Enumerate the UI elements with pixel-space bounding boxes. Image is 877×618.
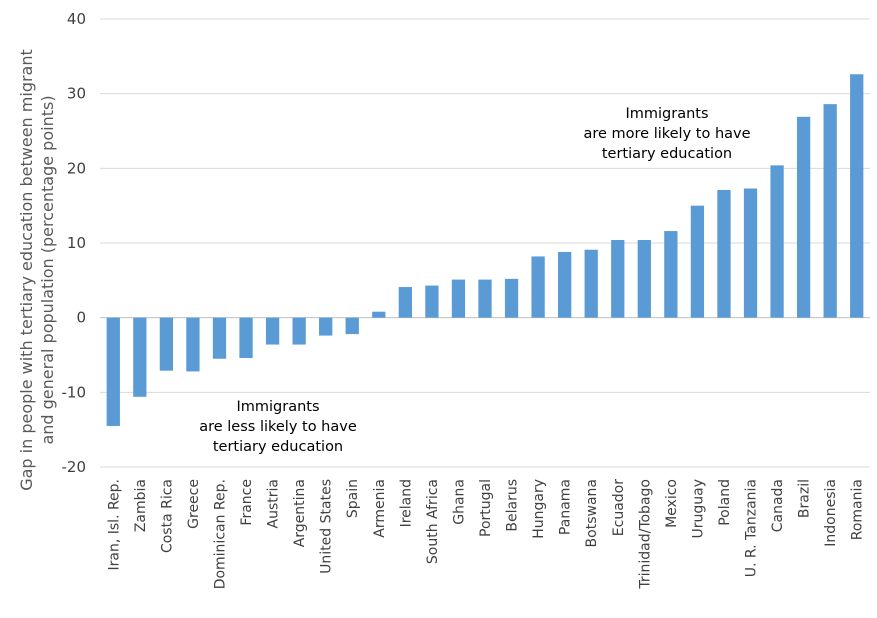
- x-category-label: Canada: [770, 479, 786, 532]
- bar: [717, 189, 731, 318]
- bar: [558, 251, 572, 318]
- bar: [372, 311, 386, 318]
- bar: [186, 317, 200, 372]
- y-tick-label: 20: [67, 159, 86, 177]
- y-axis-title: Gap in people with tertiary education be…: [17, 49, 57, 491]
- x-category-label: Belarus: [505, 479, 521, 532]
- y-axis-title-line-1: Gap in people with tertiary education be…: [17, 49, 36, 491]
- x-category-label: Ireland: [398, 479, 414, 527]
- x-category-label: Trinidad/Tobago: [637, 479, 653, 590]
- bar: [637, 240, 651, 318]
- x-category-label: United States: [319, 479, 335, 574]
- x-category-label: Austria: [266, 479, 282, 528]
- bar: [823, 104, 837, 318]
- bar: [212, 317, 227, 359]
- bar: [398, 287, 412, 318]
- x-category-label: Indonesia: [823, 479, 839, 547]
- bar: [159, 317, 174, 371]
- y-tick-label: -20: [62, 458, 87, 476]
- x-category-label: Brazil: [797, 479, 813, 518]
- x-category-label: Uruguay: [690, 479, 706, 539]
- y-tick-labels: -20 -10 0 10 20 30 40: [62, 10, 87, 476]
- bar: [106, 317, 120, 426]
- x-category-label: Armenia: [372, 479, 388, 538]
- annotation-less-line-1: Immigrants: [236, 399, 319, 415]
- bar: [133, 317, 147, 397]
- y-tick-label: -10: [62, 383, 87, 401]
- y-tick-label: 10: [67, 234, 86, 252]
- bar: [743, 188, 758, 318]
- x-category-label: Poland: [717, 479, 733, 526]
- x-category-label: Romania: [850, 479, 866, 540]
- annotation-less-line-3: tertiary education: [213, 439, 343, 455]
- bar: [770, 165, 784, 318]
- y-tick-label: 0: [76, 309, 86, 327]
- x-category-label: Ecuador: [611, 479, 627, 536]
- x-category-label: Portugal: [478, 479, 494, 537]
- x-category-label: Dominican Rep.: [212, 479, 228, 589]
- bars: [106, 74, 864, 426]
- x-category-label: Hungary: [531, 479, 547, 539]
- y-axis-title-line-2: and general population (percentage point…: [38, 95, 57, 444]
- bar: [265, 317, 280, 345]
- bar: [292, 317, 306, 345]
- bar: [451, 279, 466, 318]
- x-category-label: Ghana: [451, 479, 467, 525]
- annotation-more-line-3: tertiary education: [602, 146, 732, 162]
- bar: [796, 116, 811, 318]
- bar: [319, 317, 333, 336]
- x-category-label: Panama: [558, 479, 574, 535]
- x-category-label: Botswana: [584, 479, 600, 547]
- bar: [531, 256, 545, 318]
- x-category-label: Argentina: [292, 479, 308, 547]
- bar: [664, 231, 678, 318]
- annotation-less-likely: Immigrants are less likely to have terti…: [199, 399, 357, 455]
- bar: [584, 249, 598, 318]
- bar: [345, 317, 359, 335]
- x-category-label: Zambia: [133, 479, 149, 532]
- x-category-labels: Iran, Isl. Rep. Zambia Costa Rica Greece Dom…: [106, 479, 865, 590]
- x-category-label: France: [239, 479, 255, 526]
- y-tick-label: 40: [67, 10, 86, 28]
- bar: [690, 205, 705, 318]
- annotation-less-line-2: are less likely to have: [199, 419, 357, 435]
- x-category-label: South Africa: [425, 479, 441, 564]
- x-category-label: Spain: [345, 479, 361, 518]
- bar: [478, 279, 492, 318]
- x-category-label: U. R. Tanzania: [744, 479, 760, 577]
- x-category-label: Mexico: [664, 479, 680, 528]
- bar: [425, 285, 439, 318]
- bar: [239, 317, 253, 358]
- bar: [504, 278, 519, 318]
- annotation-more-line-1: Immigrants: [625, 106, 708, 122]
- x-category-label: Iran, Isl. Rep.: [106, 479, 122, 571]
- x-category-label: Greece: [186, 479, 202, 529]
- x-category-label: Costa Rica: [159, 479, 175, 553]
- y-tick-label: 30: [67, 85, 86, 103]
- annotation-more-likely: Immigrants are more likely to have terti…: [583, 106, 750, 162]
- bar: [850, 74, 864, 318]
- bar: [611, 240, 625, 318]
- annotation-more-line-2: are more likely to have: [583, 126, 750, 142]
